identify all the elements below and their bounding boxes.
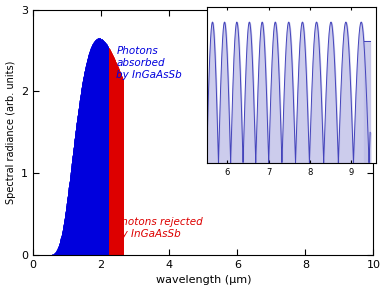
Text: Photons rejected
by InGaAsSb: Photons rejected by InGaAsSb bbox=[115, 217, 203, 239]
Y-axis label: Spectral radiance (arb. units): Spectral radiance (arb. units) bbox=[5, 61, 15, 204]
Text: Photons
absorbed
by InGaAsSb: Photons absorbed by InGaAsSb bbox=[117, 46, 182, 79]
X-axis label: wavelength (μm): wavelength (μm) bbox=[156, 276, 251, 285]
